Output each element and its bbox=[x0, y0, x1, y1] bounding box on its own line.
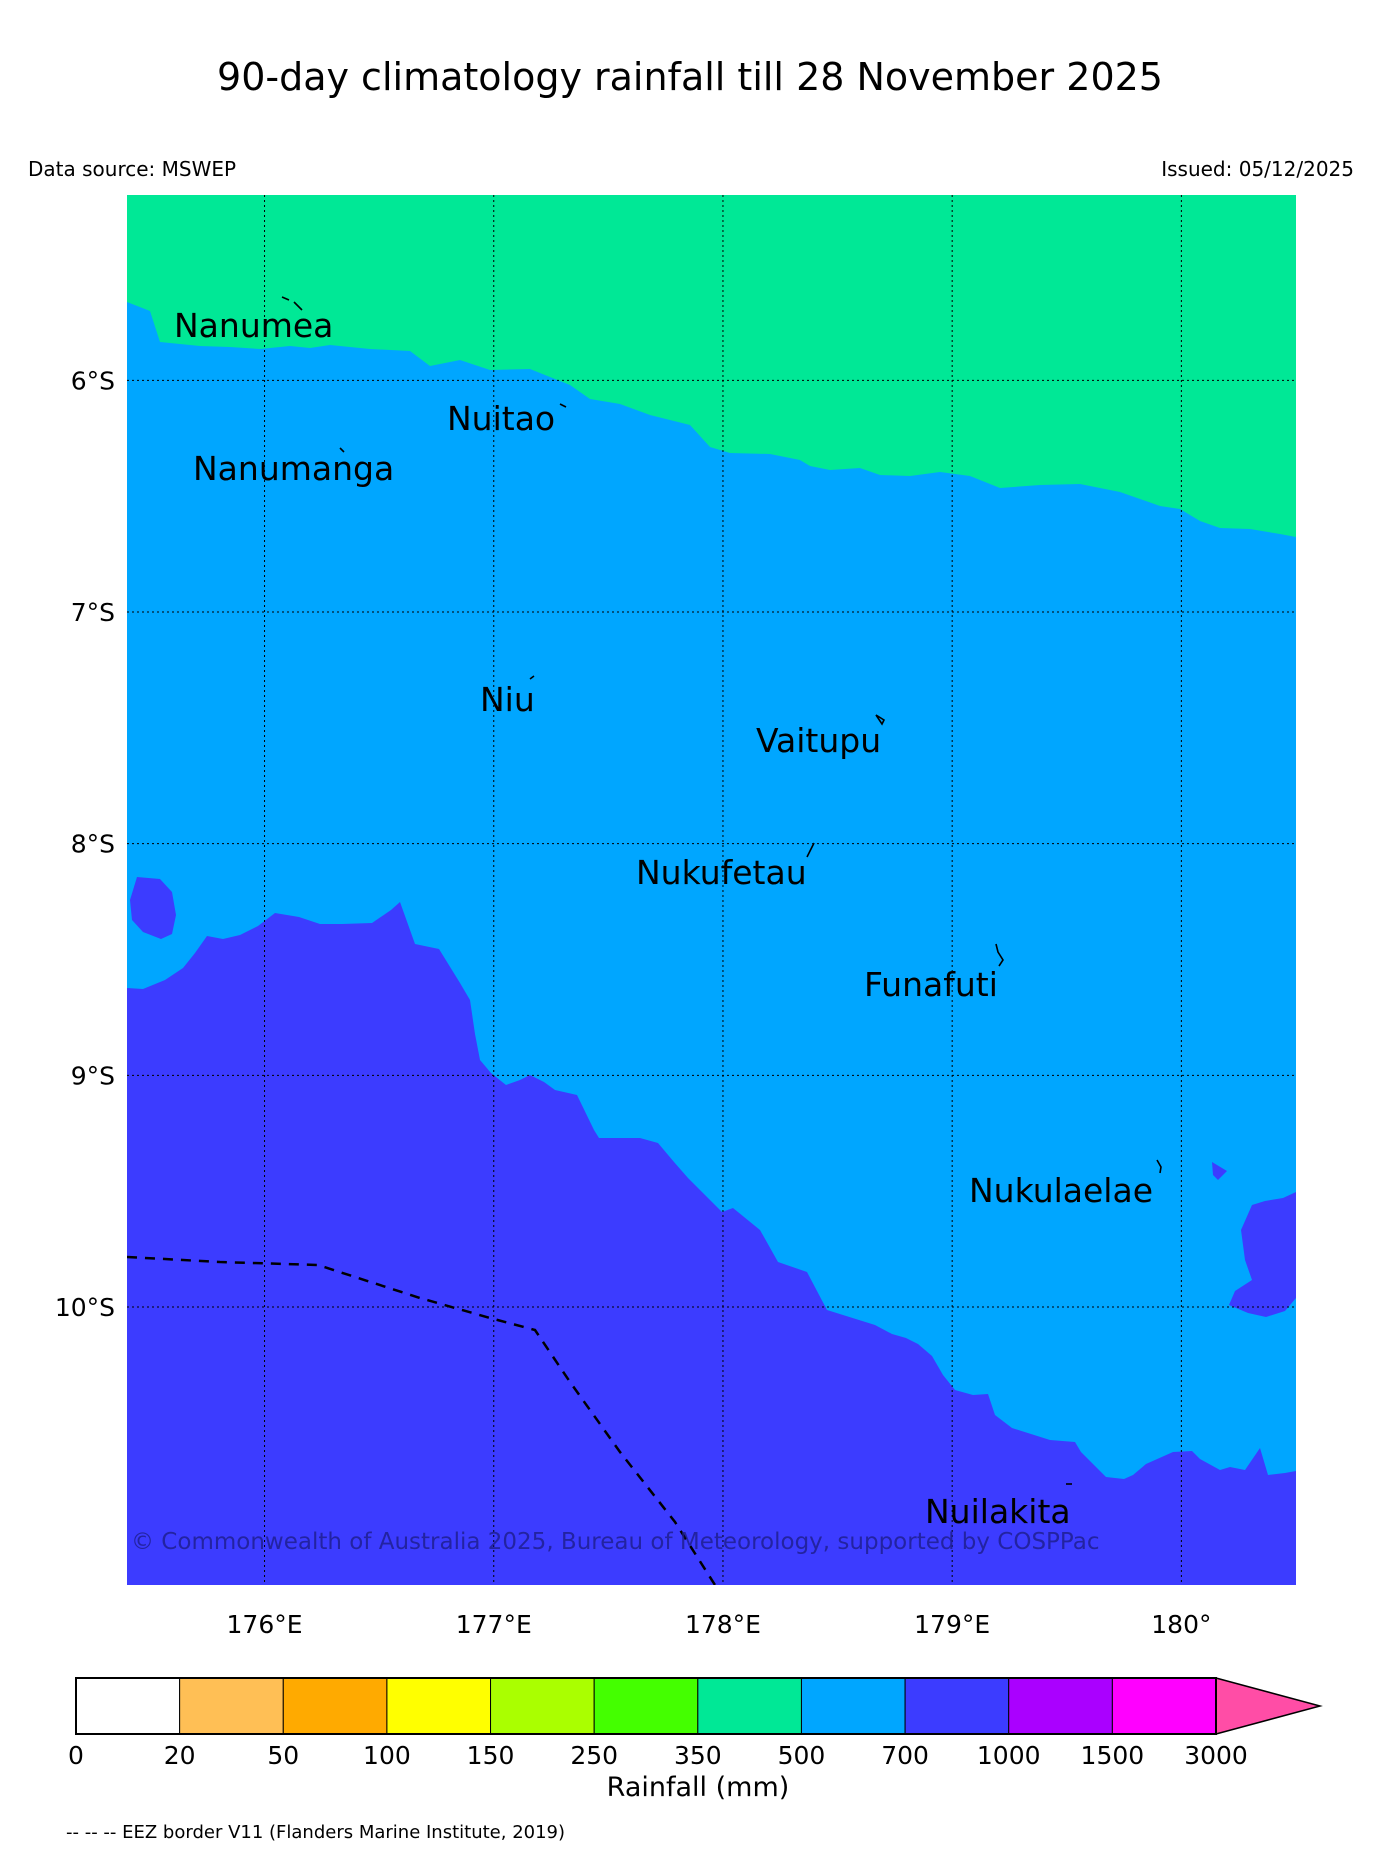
colorbar-box bbox=[1008, 1677, 1113, 1735]
place-label-nuitao: Nuitao bbox=[447, 399, 555, 438]
island-nanumea bbox=[281, 296, 303, 311]
island-nukulaelae bbox=[1156, 1159, 1162, 1174]
place-label-nanumanga: Nanumanga bbox=[193, 449, 394, 488]
colorbar-box bbox=[282, 1677, 388, 1735]
place-label-nuilakita: Nuilakita bbox=[925, 1492, 1071, 1531]
latitude-tick-label: 8°S bbox=[71, 830, 115, 859]
longitude-tick-label: 176°E bbox=[227, 1610, 303, 1639]
island-funafuti bbox=[995, 943, 1004, 967]
island-outlines bbox=[281, 296, 1162, 1485]
map-title: 90-day climatology rainfall till 28 Nove… bbox=[217, 55, 1163, 99]
island-vaitupu bbox=[875, 714, 886, 726]
place-label-funafuti: Funafuti bbox=[864, 965, 998, 1004]
colorbar-tick-label: 350 bbox=[674, 1741, 722, 1770]
place-label-nukufetau: Nukufetau bbox=[636, 853, 807, 892]
place-label-vaitupu: Vaitupu bbox=[756, 721, 881, 760]
colorbar-frame bbox=[75, 1677, 1217, 1735]
copyright-watermark: © Commonwealth of Australia 2025, Bureau… bbox=[131, 1529, 1100, 1555]
colorbar-box bbox=[386, 1677, 492, 1735]
colorbar-axis-label: Rainfall (mm) bbox=[607, 1772, 790, 1803]
latitude-tick-label: 6°S bbox=[71, 366, 115, 395]
colorbar-tick-label: 150 bbox=[467, 1741, 515, 1770]
colorbar-box bbox=[904, 1677, 1010, 1735]
rain-zone-700-1000-south bbox=[127, 902, 1296, 1585]
colorbar-extend-arrow bbox=[1215, 1677, 1323, 1735]
issued-date-label: Issued: 05/12/2025 bbox=[1161, 157, 1354, 181]
rain-zone-700-1000-east-patch bbox=[1229, 1192, 1296, 1317]
longitude-tick-label: 178°E bbox=[685, 1610, 761, 1639]
colorbar-box bbox=[593, 1677, 699, 1735]
colorbar-box bbox=[800, 1677, 906, 1735]
colorbar-box bbox=[75, 1677, 181, 1735]
colorbar-tick-label: 250 bbox=[570, 1741, 618, 1770]
rain-zone-700-1000-west-patch bbox=[130, 877, 176, 939]
island-nanumanga bbox=[339, 447, 345, 453]
longitude-tick-labels: 176°E 177°E 178°E 179°E 180° bbox=[227, 1610, 1212, 1639]
latitude-tick-label: 10°S bbox=[55, 1293, 115, 1322]
longitude-tick-label: 180° bbox=[1151, 1610, 1211, 1639]
data-source-label: Data source: MSWEP bbox=[28, 157, 236, 181]
colorbar-tick-label: 50 bbox=[267, 1741, 299, 1770]
colorbar-tick-label: 1000 bbox=[977, 1741, 1041, 1770]
colorbar-box bbox=[697, 1677, 802, 1735]
latitude-tick-labels: 6°S 7°S 8°S 9°S 10°S bbox=[55, 366, 115, 1322]
place-label-nanumea: Nanumea bbox=[174, 306, 333, 345]
colorbar-box bbox=[179, 1677, 284, 1735]
colorbar-tick-labels: 0 20 50 100 150 250 350 500 700 1000 1500 3000 bbox=[68, 1741, 1248, 1770]
colorbar-tick-label: 3000 bbox=[1184, 1741, 1248, 1770]
latitude-tick-label: 9°S bbox=[71, 1061, 115, 1090]
latitude-tick-label: 7°S bbox=[71, 598, 115, 627]
colorbar-tick-label: 1500 bbox=[1081, 1741, 1145, 1770]
colorbar: 0 20 50 100 150 250 350 500 700 1000 1500 3000 Rain… bbox=[68, 1677, 1323, 1803]
colorbar-box bbox=[1111, 1677, 1217, 1735]
longitude-tick-label: 179°E bbox=[914, 1610, 990, 1639]
island-nuitao bbox=[559, 403, 567, 408]
colorbar-box bbox=[490, 1677, 595, 1735]
colorbar-tick-label: 20 bbox=[164, 1741, 196, 1770]
place-label-nukulaelae: Nukulaelae bbox=[969, 1171, 1153, 1210]
colorbar-tick-label: 0 bbox=[68, 1741, 84, 1770]
colorbar-tick-label: 100 bbox=[363, 1741, 411, 1770]
colorbar-boxes bbox=[75, 1677, 1217, 1735]
island-niu bbox=[529, 675, 535, 680]
rain-zone-700-1000-small-patch bbox=[1212, 1162, 1227, 1180]
map-area: Nanumea Nuitao Nanumanga Niu Vaitupu Nuk… bbox=[127, 195, 1296, 1585]
eez-border-note: -- -- -- EEZ border V11 (Flanders Marine… bbox=[66, 1822, 565, 1843]
island-nukufetau bbox=[806, 842, 815, 858]
place-labels: Nanumea Nuitao Nanumanga Niu Vaitupu Nuk… bbox=[174, 306, 1153, 1531]
colorbar-tick-label: 500 bbox=[778, 1741, 826, 1770]
graticule bbox=[127, 195, 1296, 1585]
longitude-tick-label: 177°E bbox=[456, 1610, 532, 1639]
colorbar-tick-label: 700 bbox=[881, 1741, 929, 1770]
rain-zone-350-500 bbox=[127, 195, 1296, 537]
place-label-niu: Niu bbox=[480, 680, 535, 719]
